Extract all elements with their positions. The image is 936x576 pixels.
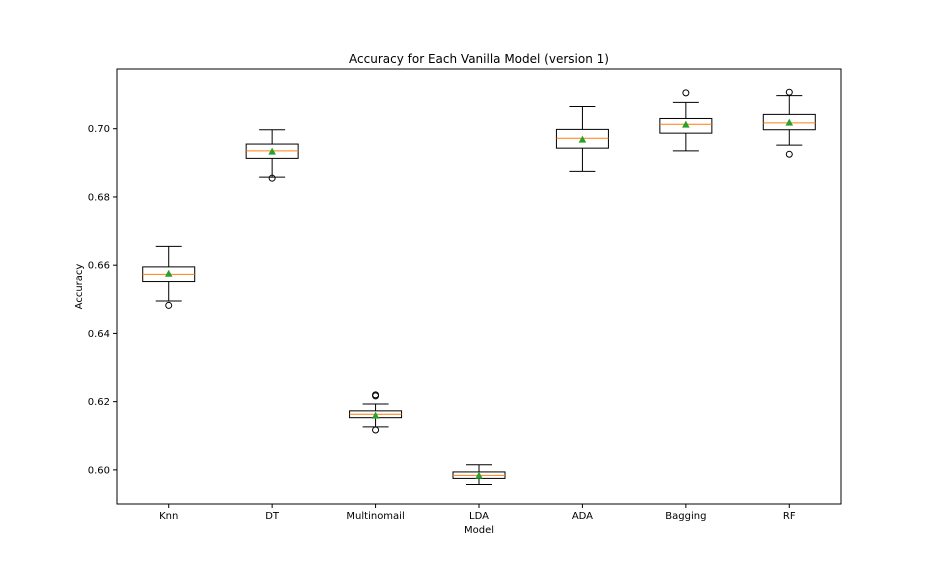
outlier-point <box>372 426 380 434</box>
outlier-point <box>785 88 793 96</box>
x-tick-label: RF <box>783 511 796 522</box>
y-axis: 0.60 0.62 0.64 0.66 0.68 0.70 <box>88 124 117 476</box>
x-axis: Knn DT Multinomail LDA ADA Bagging RF <box>159 504 796 522</box>
mean-marker <box>164 269 173 277</box>
y-tick-label: 0.66 <box>88 261 110 272</box>
x-tick-label: LDA <box>469 511 489 522</box>
x-axis-label: Model <box>464 525 494 536</box>
mean-marker <box>785 118 794 126</box>
x-tick-label: Bagging <box>665 511 706 522</box>
outlier-point <box>268 174 276 182</box>
box-dt <box>245 129 299 182</box>
box-multinomail <box>349 391 403 434</box>
x-tick-label: DT <box>265 511 280 522</box>
y-tick-label: 0.60 <box>88 465 110 476</box>
outlier-point <box>785 150 793 158</box>
x-tick-label: ADA <box>572 511 593 522</box>
y-tick-label: 0.70 <box>88 124 110 135</box>
outlier-point <box>372 391 380 399</box>
y-tick-label: 0.64 <box>88 329 110 340</box>
box-lda <box>452 464 506 486</box>
outlier-point <box>682 89 690 97</box>
y-tick-label: 0.68 <box>88 192 110 203</box>
mean-marker <box>578 135 587 143</box>
box-rf <box>762 88 816 158</box>
box-ada <box>555 106 609 172</box>
iqr-box <box>762 113 816 131</box>
box-bagging <box>659 89 713 152</box>
chart-title: Accuracy for Each Vanilla Model (version… <box>349 52 609 66</box>
x-tick-label: Knn <box>159 511 178 522</box>
mean-marker <box>475 471 483 479</box>
iqr-box <box>555 128 609 149</box>
plot-area <box>142 88 816 486</box>
plot-frame <box>116 68 842 505</box>
box-knn <box>142 245 196 309</box>
x-tick-label: Multinomail <box>346 511 404 522</box>
mean-marker <box>682 120 690 128</box>
y-axis-label: Accuracy <box>74 264 85 310</box>
mean-marker <box>371 411 380 419</box>
mean-marker <box>268 147 276 155</box>
iqr-box <box>659 117 713 134</box>
y-tick-label: 0.62 <box>88 397 110 408</box>
outlier-point <box>165 301 173 309</box>
